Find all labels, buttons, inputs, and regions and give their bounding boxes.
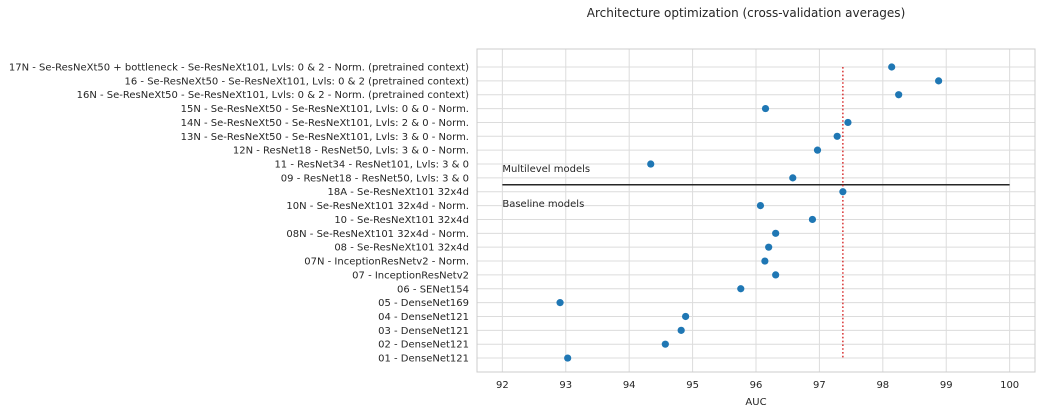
x-tick-label: 96 (750, 380, 763, 391)
y-tick-label: 03 - DenseNet121 (378, 326, 469, 337)
x-axis-label: AUC (745, 397, 766, 408)
x-tick-label: 97 (813, 380, 826, 391)
x-tick-label: 99 (940, 380, 953, 391)
plot-area (476, 48, 1036, 373)
y-tick-label: 13N - Se-ResNeXt50 - Se-ResNeXt101, Lvls… (181, 132, 469, 143)
y-tick-label: 07N - InceptionResNetv2 - Norm. (304, 257, 469, 268)
y-tick-label: 06 - SENet154 (397, 284, 469, 295)
y-tick-label: 15N - Se-ResNeXt50 - Se-ResNeXt101, Lvls… (181, 104, 469, 115)
y-tick-label: 05 - DenseNet169 (378, 298, 469, 309)
y-tick-label: 04 - DenseNet121 (378, 312, 469, 323)
y-tick-label: 11 - ResNet34 - ResNet101, Lvls: 3 & 0 (274, 160, 469, 171)
chart-title: Architecture optimization (cross-validat… (587, 6, 906, 20)
data-point (765, 243, 773, 251)
data-point (564, 354, 572, 362)
data-point (789, 174, 797, 182)
data-point (661, 340, 669, 348)
y-tick-label: 09 - ResNet18 - ResNet50, Lvls: 3 & 0 (281, 173, 469, 184)
data-point (839, 188, 847, 196)
y-tick-labels: 17N - Se-ResNeXt50 + bottleneck - Se-Res… (9, 63, 469, 365)
data-point (895, 91, 903, 99)
y-tick-label: 08 - Se-ResNeXt101 32x4d (334, 243, 469, 254)
y-tick-label: 08N - Se-ResNeXt101 32x4d - Norm. (286, 229, 469, 240)
y-tick-label: 17N - Se-ResNeXt50 + bottleneck - Se-Res… (9, 63, 469, 74)
x-tick-label: 94 (623, 380, 636, 391)
y-tick-label: 18A - Se-ResNeXt101 32x4d (327, 187, 469, 198)
x-tick-labels: 92 93 94 95 96 97 98 99 100 (496, 380, 1019, 391)
data-point (682, 312, 690, 321)
y-tick-label: 12N - ResNet18 - ResNet50, Lvls: 3 & 0 -… (233, 146, 469, 157)
data-point (935, 77, 943, 85)
x-tick-label: 93 (559, 380, 572, 391)
data-point (756, 202, 765, 210)
data-points (556, 63, 943, 362)
data-point (772, 271, 780, 279)
x-tick-label: 92 (496, 380, 509, 391)
data-point (737, 285, 745, 293)
data-point (647, 160, 655, 168)
y-tick-label: 10N - Se-ResNeXt101 32x4d - Norm. (286, 201, 469, 212)
x-tick-label: 95 (686, 380, 699, 391)
grid (477, 49, 1035, 372)
baseline-models-label: Baseline models (502, 199, 584, 210)
y-tick-label: 01 - DenseNet121 (378, 354, 469, 365)
x-tick-label: 100 (1000, 380, 1019, 391)
data-point (813, 146, 822, 154)
data-point (772, 229, 780, 237)
data-point (556, 299, 564, 307)
data-point (761, 104, 770, 113)
multilevel-models-label: Multilevel models (502, 164, 590, 175)
y-tick-label: 14N - Se-ResNeXt50 - Se-ResNeXt101, Lvls… (181, 118, 469, 129)
y-tick-label: 02 - DenseNet121 (378, 340, 469, 351)
annotations: Multilevel models Baseline models (502, 67, 1010, 359)
data-point (677, 326, 685, 334)
data-point (888, 63, 896, 71)
data-point (761, 257, 769, 265)
x-tick-label: 98 (876, 380, 889, 391)
y-tick-label: 16 - Se-ResNeXt50 - Se-ResNeXt101, Lvls:… (125, 76, 470, 87)
data-point (833, 132, 841, 140)
data-point (808, 215, 817, 224)
y-tick-label: 10 - Se-ResNeXt101 32x4d (334, 215, 469, 226)
y-tick-label: 07 - InceptionResNetv2 (352, 270, 469, 281)
data-point (844, 118, 852, 127)
y-tick-label: 16N - Se-ResNeXt50 - Se-ResNeXt101, Lvls… (77, 90, 469, 101)
